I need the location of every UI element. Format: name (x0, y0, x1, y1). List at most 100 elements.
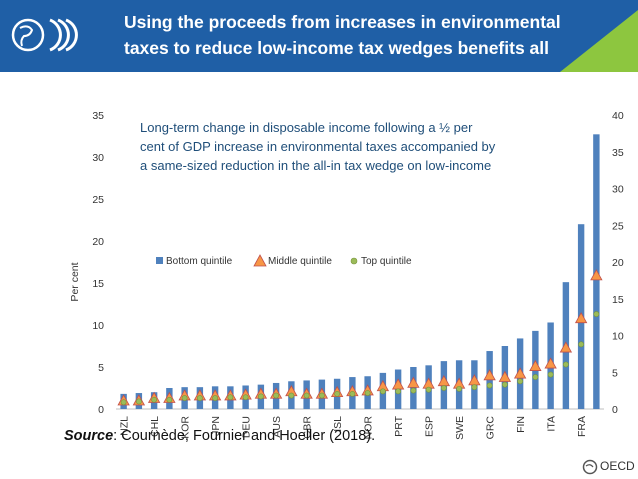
x-tick-label: KOR (180, 416, 192, 439)
marker-top-quintile (364, 390, 371, 396)
marker-top-quintile (181, 395, 188, 401)
marker-top-quintile (120, 399, 127, 406)
y-tick-label: 5 (98, 362, 104, 374)
marker-middle-quintile (437, 374, 451, 387)
marker-top-quintile (486, 382, 493, 389)
marker-top-quintile (135, 398, 142, 405)
marker-top-quintile (166, 396, 173, 403)
marker-top-quintile (242, 394, 249, 401)
marker-middle-quintile (391, 378, 405, 390)
marker-top-quintile (273, 392, 280, 399)
header-banner: Using the proceeds from increases in env… (0, 0, 638, 72)
marker-top-quintile (318, 392, 325, 399)
marker-top-quintile (349, 390, 356, 397)
legend-swatch-middle-quintile (253, 254, 267, 267)
marker-middle-quintile (529, 359, 542, 371)
legend-swatch-top-quintile (350, 257, 358, 265)
marker-middle-quintile (498, 370, 512, 382)
x-tick-label: PRT (393, 415, 405, 436)
marker-middle-quintile (422, 377, 435, 389)
y-tick-label: 10 (92, 320, 104, 332)
y2-tick-label: 35 (612, 147, 624, 159)
source-label: Source (64, 428, 114, 444)
page-title-line-2: taxes to reduce low-income tax wedges be… (124, 38, 549, 58)
oecd-globe-icon (11, 18, 78, 52)
x-tick-label: AUS (271, 416, 283, 438)
page-title-line-1: Using the proceeds from increases in env… (124, 12, 561, 32)
marker-middle-quintile (483, 369, 496, 381)
x-tick-label: FRA (576, 416, 588, 437)
x-tick-label: ESP (424, 416, 436, 437)
legend-label-top-quintile: Top quintile (361, 256, 412, 267)
y-tick-label: 30 (92, 152, 104, 164)
oecd-logo-text: OECD (600, 459, 635, 473)
marker-top-quintile (395, 388, 402, 395)
oecd-logo: OECD (582, 458, 636, 476)
marker-top-quintile (151, 396, 158, 403)
marker-top-quintile (547, 371, 554, 378)
marker-top-quintile (562, 361, 569, 368)
marker-top-quintile (257, 393, 264, 400)
y2-tick-label: 25 (612, 220, 624, 232)
y2-tick-label: 0 (612, 404, 618, 416)
x-tick-label: SWE (454, 416, 466, 440)
marker-top-quintile (471, 384, 478, 391)
marker-top-quintile (379, 388, 386, 395)
marker-middle-quintile (544, 357, 557, 369)
marker-top-quintile (334, 390, 341, 397)
marker-top-quintile (288, 392, 295, 399)
legend-swatch-bottom-quintile (156, 257, 163, 264)
x-tick-label: NZL (119, 416, 131, 436)
marker-top-quintile (212, 395, 219, 401)
y2-tick-label: 40 (612, 110, 624, 122)
source-note: Source: Cournède, Fournier and Hoeller (… (64, 428, 375, 444)
y2-tick-label: 30 (612, 184, 624, 196)
marker-middle-quintile (407, 376, 420, 388)
marker-middle-quintile (559, 341, 573, 353)
marker-top-quintile (578, 341, 585, 348)
x-tick-label: NOR (363, 416, 375, 440)
y-tick-label: 25 (92, 194, 104, 206)
x-tick-label: GBR (302, 416, 314, 439)
x-tick-label: ITA (546, 416, 558, 432)
y-axis-label: Per cent (69, 262, 81, 301)
x-tick-label: GRC (485, 416, 497, 440)
x-tick-label: FIN (515, 416, 527, 433)
marker-middle-quintile (468, 374, 481, 386)
y-tick-label: 15 (92, 278, 104, 290)
marker-top-quintile (303, 392, 310, 399)
y-tick-label: 0 (98, 404, 104, 416)
marker-top-quintile (501, 381, 508, 388)
chart-title-line: Long-term change in disposable income fo… (140, 120, 473, 135)
x-tick-label: ISL (332, 416, 344, 432)
marker-top-quintile (532, 374, 539, 380)
x-tick-label: JPN (210, 416, 222, 436)
header-background (0, 0, 638, 72)
y2-tick-label: 20 (612, 257, 624, 269)
marker-top-quintile (425, 386, 432, 393)
marker-top-quintile (593, 311, 600, 317)
marker-top-quintile (227, 394, 234, 401)
chart-title-line: cent of GDP increase in environmental ta… (140, 139, 496, 154)
marker-top-quintile (440, 385, 447, 391)
marker-middle-quintile (590, 269, 603, 281)
marker-middle-quintile (574, 311, 588, 324)
marker-top-quintile (456, 385, 463, 392)
marker-top-quintile (517, 378, 524, 385)
legend-label-bottom-quintile: Bottom quintile (166, 256, 233, 267)
source-text: : Cournède, Fournier and Hoeller (2018). (113, 428, 376, 444)
marker-top-quintile (196, 395, 203, 401)
oecd-logo-icon (582, 459, 598, 475)
y-tick-label: 20 (92, 236, 104, 248)
y2-tick-label: 15 (612, 294, 624, 306)
y2-tick-label: 5 (612, 367, 618, 379)
x-tick-label: DEU (241, 416, 253, 438)
y2-tick-label: 10 (612, 331, 624, 343)
marker-middle-quintile (513, 367, 527, 379)
x-tick-label: CHL (149, 416, 161, 437)
chart-title-line: a same-sized reduction in the all-in tax… (140, 158, 491, 173)
marker-top-quintile (410, 387, 417, 394)
legend-label-middle-quintile: Middle quintile (268, 256, 332, 267)
y-tick-label: 35 (92, 110, 104, 122)
